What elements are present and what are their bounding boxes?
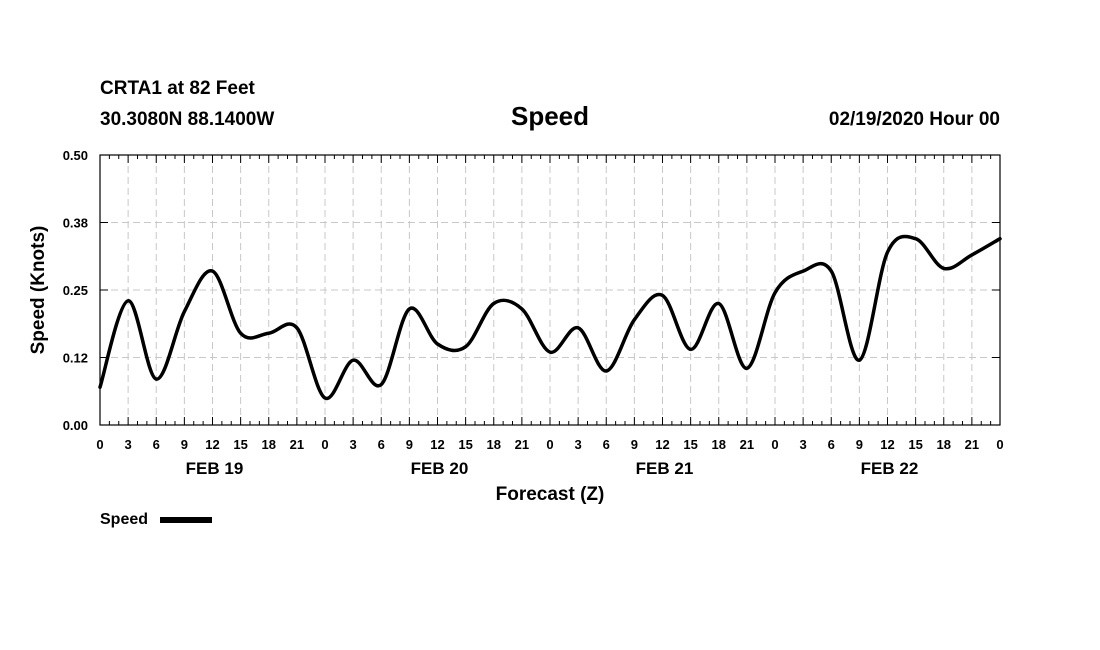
x-tick-label: 15 xyxy=(458,437,472,452)
x-tick-label: 9 xyxy=(856,437,863,452)
plot-frame xyxy=(99,154,1001,426)
x-tick-label: 21 xyxy=(515,437,529,452)
x-axis-title: Forecast (Z) xyxy=(496,484,605,505)
y-axis-title: Speed (Knots) xyxy=(28,226,49,355)
x-tick-label: 9 xyxy=(631,437,638,452)
x-tick-label: 3 xyxy=(800,437,807,452)
x-tick-label: 9 xyxy=(181,437,188,452)
day-label: FEB 21 xyxy=(636,459,694,478)
x-tick-label: 21 xyxy=(965,437,979,452)
x-tick-label: 6 xyxy=(153,437,160,452)
x-tick-label: 15 xyxy=(683,437,697,452)
x-tick-label: 0 xyxy=(771,437,778,452)
y-tick-label: 0.38 xyxy=(63,216,88,231)
x-tick-label: 12 xyxy=(205,437,219,452)
y-tick-label: 0.12 xyxy=(63,351,88,366)
day-labels: FEB 19 FEB 20 FEB 21 FEB 22 xyxy=(186,459,919,478)
x-tick-label: 12 xyxy=(655,437,669,452)
x-tick-label: 3 xyxy=(350,437,357,452)
grid-lines xyxy=(100,155,1000,425)
station-label: CRTA1 at 82 Feet xyxy=(100,78,256,99)
x-tick-label: 15 xyxy=(233,437,247,452)
y-tick-label: 0.50 xyxy=(63,148,88,163)
x-tick-label: 6 xyxy=(378,437,385,452)
y-tick-label: 0.25 xyxy=(63,283,88,298)
location-label: 30.3080N 88.1400W xyxy=(100,109,274,130)
y-tick-label: 0.00 xyxy=(63,418,88,433)
x-tick-label: 0 xyxy=(996,437,1003,452)
speed-series-line xyxy=(98,234,1002,400)
x-tick-label: 18 xyxy=(937,437,951,452)
x-tick-label: 18 xyxy=(487,437,501,452)
x-tick-label: 15 xyxy=(908,437,922,452)
y-tick-labels: 0.00 0.12 0.25 0.38 0.50 xyxy=(63,148,88,433)
x-tick-label: 6 xyxy=(603,437,610,452)
legend-swatch-speed xyxy=(160,517,212,523)
x-tick-labels: 0 3 6 9 12 15 18 21 0 3 6 9 12 15 18 21 0 3 6 9 12 15 18 21 0 3 6 9… xyxy=(96,437,1003,452)
axis-ticks xyxy=(99,154,1001,426)
day-label: FEB 20 xyxy=(411,459,469,478)
x-tick-label: 12 xyxy=(880,437,894,452)
x-tick-label: 12 xyxy=(430,437,444,452)
chart-title: Speed xyxy=(511,101,589,131)
x-tick-label: 18 xyxy=(262,437,276,452)
x-tick-label: 0 xyxy=(96,437,103,452)
day-label: FEB 22 xyxy=(861,459,919,478)
x-tick-label: 21 xyxy=(290,437,304,452)
x-tick-label: 6 xyxy=(828,437,835,452)
legend-label-speed: Speed xyxy=(100,511,148,528)
x-tick-label: 9 xyxy=(406,437,413,452)
x-tick-label: 21 xyxy=(740,437,754,452)
x-tick-label: 0 xyxy=(546,437,553,452)
day-label: FEB 19 xyxy=(186,459,244,478)
x-tick-label: 0 xyxy=(321,437,328,452)
x-tick-label: 3 xyxy=(125,437,132,452)
datetime-label: 02/19/2020 Hour 00 xyxy=(829,109,1000,130)
x-tick-label: 3 xyxy=(575,437,582,452)
x-tick-label: 18 xyxy=(712,437,726,452)
legend: Speed xyxy=(100,511,212,528)
